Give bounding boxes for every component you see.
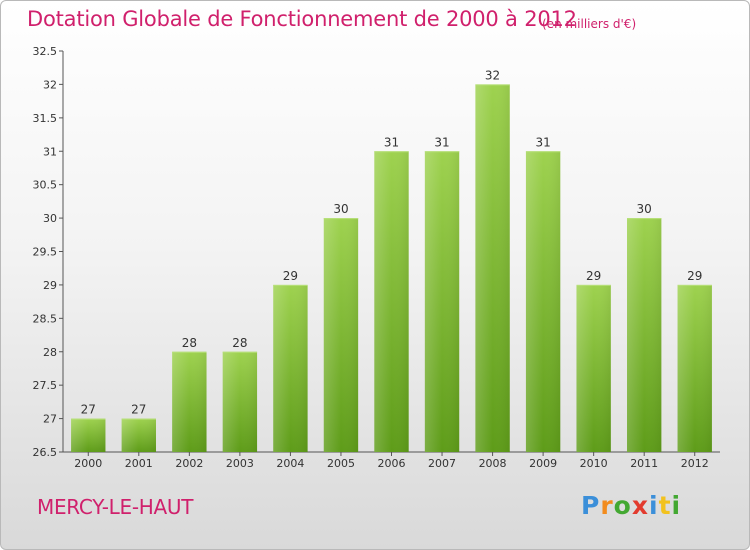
logo-letter: i	[671, 491, 682, 520]
bar-shine	[121, 418, 156, 452]
data-labels: 27 27 28 28 29 30 31 31 32 31 29 30 29	[81, 68, 703, 416]
bar-shine	[576, 284, 611, 452]
logo-letter: P	[581, 491, 601, 520]
bar-shine	[424, 151, 460, 452]
y-tick-label: 31.5	[33, 112, 58, 125]
chart-title: Dotation Globale de Fonctionnement de 20…	[27, 7, 577, 31]
y-tick-label: 31	[43, 145, 57, 158]
bar-shine	[627, 218, 662, 452]
bar-shine	[273, 284, 308, 452]
data-label: 29	[586, 269, 601, 283]
chart-subtitle: (en milliers d'€)	[542, 17, 637, 31]
data-label: 27	[81, 403, 96, 417]
data-label: 30	[637, 202, 652, 216]
data-label: 29	[687, 269, 702, 283]
data-label: 28	[232, 336, 247, 350]
y-tick-label: 28.5	[33, 312, 58, 325]
bar-shine	[525, 151, 561, 452]
data-label: 29	[283, 269, 298, 283]
logo-letter: x	[631, 491, 649, 520]
x-tick-label: 2007	[428, 457, 456, 470]
x-tick-label: 2010	[580, 457, 608, 470]
data-label: 31	[384, 135, 399, 149]
y-tick-label: 27	[43, 413, 57, 426]
data-label: 32	[485, 68, 500, 82]
x-tick-label: 2004	[276, 457, 304, 470]
y-tick-label: 30.5	[33, 179, 58, 192]
y-tick-label: 29	[43, 279, 57, 292]
x-tick-label: 2001	[125, 457, 153, 470]
logo-letter: t	[658, 491, 672, 520]
y-tick-label: 30	[43, 212, 57, 225]
bar-shine	[172, 351, 207, 452]
x-tick-label: 2008	[479, 457, 507, 470]
y-tick-label: 26.5	[33, 446, 58, 459]
y-tick-label: 28	[43, 346, 57, 359]
y-tick-label: 29.5	[33, 246, 58, 259]
logo-letter: i	[649, 491, 659, 520]
x-tick-label: 2009	[529, 457, 557, 470]
logo-letter: r	[600, 491, 614, 520]
y-tick-label: 27.5	[33, 379, 58, 392]
data-label: 31	[535, 135, 550, 149]
data-label: 27	[131, 403, 146, 417]
data-label: 31	[434, 135, 449, 149]
data-label: 28	[182, 336, 197, 350]
bar-shine	[374, 151, 409, 452]
bar-shine	[323, 218, 359, 452]
y-tick-label: 32	[43, 78, 57, 91]
chart-axes: 26.5 27 27.5 28 28.5 29 29.5 30 30.5 31 31.5 32 32.5…	[33, 45, 720, 470]
x-tick-label: 2005	[327, 457, 355, 470]
data-label: 30	[333, 202, 348, 216]
city-name: MERCY-LE-HAUT	[37, 495, 194, 519]
proxiti-logo[interactable]: Proxiti	[581, 491, 681, 520]
x-tick-label: 2003	[226, 457, 254, 470]
bar-shine	[475, 84, 510, 453]
x-tick-label: 2000	[74, 457, 102, 470]
bar-shine	[222, 351, 258, 452]
x-tick-label: 2006	[378, 457, 406, 470]
bar-shine	[71, 418, 106, 452]
x-tick-label: 2012	[681, 457, 709, 470]
y-tick-label: 32.5	[33, 45, 58, 58]
x-tick-label: 2011	[630, 457, 658, 470]
logo-letter: o	[613, 491, 632, 520]
bar-series	[71, 84, 712, 453]
x-tick-label: 2002	[175, 457, 203, 470]
bar-shine	[677, 284, 712, 452]
